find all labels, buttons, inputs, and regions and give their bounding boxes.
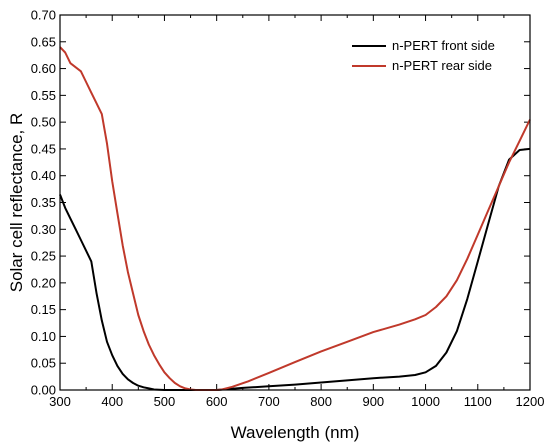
y-tick-label: 0.50: [31, 115, 56, 130]
y-tick-label: 0.35: [31, 195, 56, 210]
x-tick-label: 700: [258, 394, 280, 409]
y-tick-label: 0.10: [31, 329, 56, 344]
x-tick-label: 500: [154, 394, 176, 409]
y-tick-label: 0.65: [31, 34, 56, 49]
legend-label-rear-side: n-PERT rear side: [392, 58, 492, 73]
y-tick-label: 0.45: [31, 141, 56, 156]
ticks-layer: 300 400 500 600 700 800 900 1000 1100 1200 0.00 0.0…: [31, 8, 545, 410]
x-tick-label: 1000: [411, 394, 440, 409]
y-tick-label: 0.20: [31, 275, 56, 290]
y-tick-label: 0.40: [31, 168, 56, 183]
x-tick-label: 600: [206, 394, 228, 409]
x-axis-title: Wavelength (nm): [231, 423, 360, 442]
plot-frame: [59, 14, 531, 391]
legend: n-PERT front side n-PERT rear side: [352, 38, 495, 73]
x-tick-label: 300: [49, 394, 71, 409]
y-tick-label: 0.55: [31, 88, 56, 103]
y-tick-label: 0.30: [31, 222, 56, 237]
series-line-rear-side: [59, 46, 531, 391]
y-axis-title: Solar cell reflectance, R: [7, 113, 26, 293]
y-tick-label: 0.60: [31, 61, 56, 76]
x-tick-label: 400: [101, 394, 123, 409]
x-tick-label: 800: [310, 394, 332, 409]
y-tick-label: 0.05: [31, 356, 56, 371]
y-tick-label: 0.70: [31, 8, 56, 23]
x-tick-label: 900: [362, 394, 384, 409]
series-layer: [59, 46, 531, 391]
series-line-front-side: [59, 147, 531, 391]
x-tick-label: 1200: [516, 394, 545, 409]
y-tick-label: 0.25: [31, 249, 56, 264]
y-tick-label: 0.00: [31, 383, 56, 398]
x-tick-label: 1100: [464, 394, 492, 409]
y-tick-label: 0.15: [31, 302, 56, 317]
legend-label-front-side: n-PERT front side: [392, 38, 495, 53]
